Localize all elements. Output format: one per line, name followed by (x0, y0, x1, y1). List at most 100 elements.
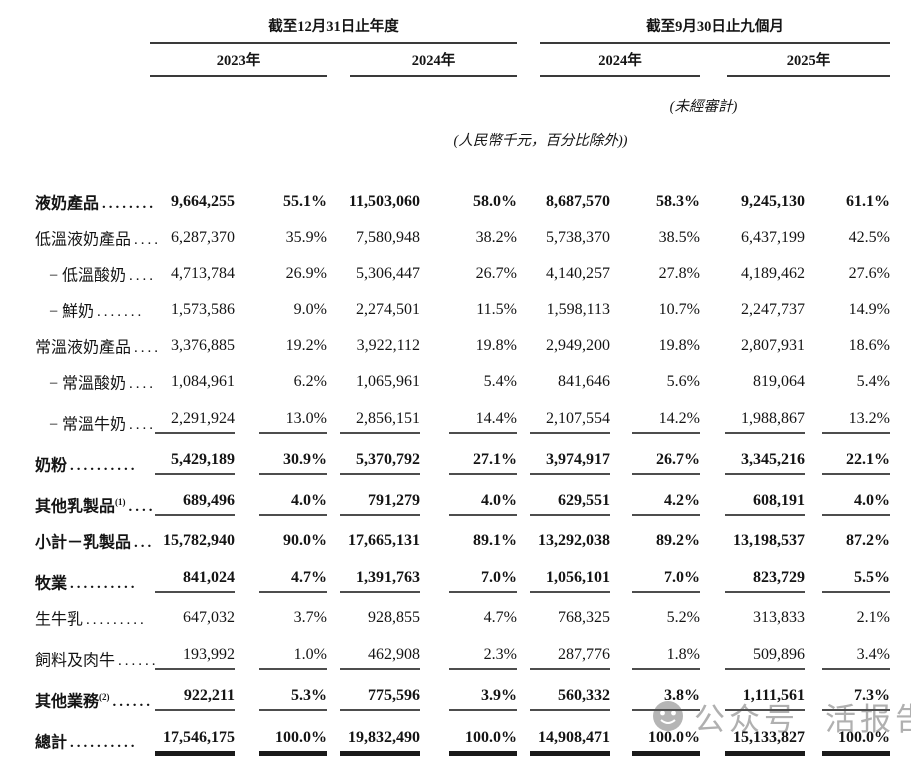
percent-cell-2025-9m: 61.1% (846, 193, 890, 211)
dot-leader: .... (128, 499, 156, 516)
amount-cell-2024: 1,065,961 (356, 373, 420, 391)
table-row: 牧業.......... 841,024 4.7% 1,391,763 7.0%… (35, 552, 890, 593)
table-row: 其他乳製品(1).... 689,496 4.0% 791,279 4.0% 6… (35, 475, 890, 516)
percent-cell-2024: 58.0% (473, 193, 517, 211)
amount-cell-2023: 6,287,370 (171, 229, 235, 247)
period-group-annual: 截至12月31日止年度 (150, 8, 517, 44)
row-label-text: − 常溫酸奶 (49, 375, 127, 393)
table-row: 常溫液奶產品.... 3,376,885 19.2% 3,922,112 19.… (35, 321, 890, 357)
period-header-row: 截至12月31日止年度 截至9月30日止九個月 (35, 8, 890, 44)
watermark: 公众号 活报告 (652, 694, 911, 738)
percent-cell-2024: 7.0% (420, 552, 517, 593)
table-body: 液奶產品........ 9,664,255 55.1% 11,503,060 … (35, 177, 890, 752)
amount-cell-2024: 17,665,131 (348, 532, 420, 550)
row-label: − 鮮奶....... (35, 285, 150, 321)
percent-cell-2024: 19.8% (475, 337, 517, 355)
percent-cell-2023: 35.9% (285, 229, 327, 247)
dot-leader: ........ (102, 196, 157, 213)
row-label-text: 牧業 (35, 575, 68, 593)
row-label-text: 低溫液奶產品 (35, 231, 132, 249)
amount-cell-2024-9m: 13,292,038 (538, 532, 610, 550)
year-col-2023: 2023年 (150, 44, 327, 77)
table-row: − 低溫酸奶.... 4,713,784 26.9% 5,306,447 26.… (35, 249, 890, 285)
financial-table: 截至12月31日止年度 截至9月30日止九個月 2023年 2024年 2024… (35, 8, 890, 752)
amount-cell-2023: 5,429,189 (150, 434, 235, 475)
percent-cell-2023: 5.3% (235, 670, 327, 711)
amount-cell-2024-9m: 841,646 (558, 373, 610, 391)
wechat-icon (653, 701, 683, 731)
row-label-text: 液奶產品 (35, 195, 100, 213)
row-label: 液奶產品........ (35, 177, 153, 213)
row-label: − 常溫酸奶.... (35, 357, 153, 393)
row-label: − 低溫酸奶.... (35, 249, 153, 285)
amount-cell-2025-9m: 2,247,737 (741, 301, 805, 319)
unaudited-note-row: (未經審計) (35, 77, 890, 115)
amount-cell-2025-9m: 823,729 (700, 552, 805, 593)
amount-cell-2024: 3,922,112 (356, 337, 420, 355)
year-header-row: 2023年 2024年 2024年 2025年 (35, 44, 890, 77)
amount-cell-2024-9m: 560,332 (517, 670, 610, 711)
amount-cell-2024: 5,370,792 (327, 434, 420, 475)
row-label-text: 常溫液奶產品 (35, 339, 132, 357)
dot-leader: .......... (70, 576, 138, 593)
percent-cell-2025-9m: 14.9% (848, 301, 890, 319)
row-label-text: 飼料及肉牛 (35, 652, 116, 670)
amount-cell-2023: 3,376,885 (171, 337, 235, 355)
percent-cell-2024: 3.9% (420, 670, 517, 711)
period-group-nine-months-title: 截至9月30日止九個月 (540, 19, 890, 44)
amount-cell-2023: 647,032 (183, 609, 235, 627)
amount-cell-2023: 841,024 (150, 552, 235, 593)
amount-cell-2024: 928,855 (368, 609, 420, 627)
period-group-annual-title: 截至12月31日止年度 (150, 19, 517, 44)
percent-cell-2025-9m: 5.4% (856, 373, 890, 391)
unit-note-row: (人民幣千元，百分比除外)) (35, 115, 890, 149)
amount-cell-2025-9m: 15,133,827 (700, 711, 805, 752)
row-label-text: 其他業務 (35, 693, 100, 711)
amount-cell-2025-9m: 509,896 (700, 629, 805, 670)
dot-leader: ... (134, 535, 155, 552)
amount-cell-2023: 15,782,940 (163, 532, 235, 550)
row-label-text: − 鮮奶 (49, 303, 95, 321)
percent-cell-2025-9m: 7.3% (805, 670, 890, 711)
percent-cell-2023: 100.0% (235, 711, 327, 752)
percent-cell-2024: 100.0% (420, 711, 517, 752)
percent-cell-2024-9m: 38.5% (658, 229, 700, 247)
amount-cell-2025-9m: 1,988,867 (700, 393, 805, 434)
amount-cell-2024: 5,306,447 (356, 265, 420, 283)
percent-cell-2025-9m: 42.5% (848, 229, 890, 247)
percent-cell-2023: 13.0% (235, 393, 327, 434)
percent-cell-2023: 55.1% (283, 193, 327, 211)
percent-cell-2023: 1.0% (235, 629, 327, 670)
percent-cell-2023: 26.9% (285, 265, 327, 283)
percent-cell-2024-9m: 5.2% (666, 609, 700, 627)
spacer-row (35, 149, 890, 177)
percent-cell-2024: 11.5% (476, 301, 517, 319)
amount-cell-2024-9m: 3,974,917 (517, 434, 610, 475)
amount-cell-2023: 2,291,924 (150, 393, 235, 434)
table-row: 液奶產品........ 9,664,255 55.1% 11,503,060 … (35, 177, 890, 213)
percent-cell-2024: 38.2% (475, 229, 517, 247)
dot-leader: ......... (86, 612, 147, 629)
percent-cell-2024-9m: 4.2% (610, 475, 700, 516)
year-col-2025-9m: 2025年 (700, 44, 890, 77)
percent-cell-2025-9m: 22.1% (805, 434, 890, 475)
row-label-text: 奶粉 (35, 457, 68, 475)
percent-cell-2024-9m: 89.2% (656, 532, 700, 550)
percent-cell-2023: 30.9% (235, 434, 327, 475)
amount-cell-2025-9m: 819,064 (753, 373, 805, 391)
table-row: 其他業務(2)...... 922,211 5.3% 775,596 3.9% … (35, 670, 890, 711)
amount-cell-2025-9m: 608,191 (700, 475, 805, 516)
unit-note: (人民幣千元，百分比除外)) (453, 132, 628, 149)
dot-leader: .......... (70, 458, 138, 475)
row-label: 奶粉.......... (35, 434, 150, 475)
table-row: − 常溫牛奶.... 2,291,924 13.0% 2,856,151 14.… (35, 393, 890, 434)
table-row: − 鮮奶....... 1,573,586 9.0% 2,274,501 11.… (35, 285, 890, 321)
amount-cell-2024-9m: 2,949,200 (546, 337, 610, 355)
amount-cell-2023: 17,546,175 (150, 711, 235, 752)
percent-cell-2024-9m: 7.0% (610, 552, 700, 593)
row-label: 其他業務(2)...... (35, 670, 150, 711)
table-row: 低溫液奶產品.... 6,287,370 35.9% 7,580,948 38.… (35, 213, 890, 249)
dot-leader: .... (129, 417, 157, 434)
dot-leader: .......... (70, 735, 138, 752)
row-label-text: 生牛乳 (35, 611, 84, 629)
